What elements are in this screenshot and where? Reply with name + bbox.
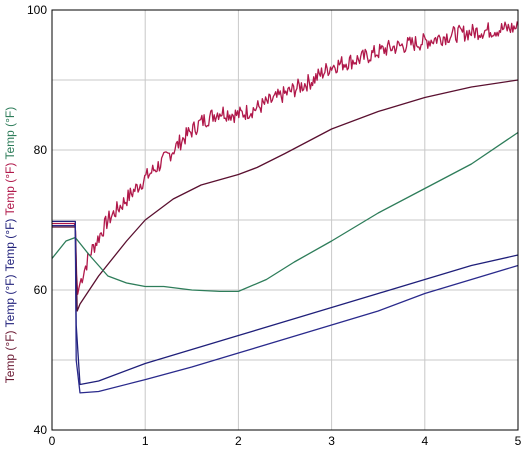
- y-axis-label: Temp (°F) Temp (°F) Temp (°F) Temp (°F) …: [3, 107, 17, 384]
- x-tick-label: 0: [49, 434, 56, 448]
- x-tick-label: 1: [142, 434, 149, 448]
- y-tick-label: 80: [34, 143, 48, 157]
- series-lines: [52, 21, 518, 393]
- x-tick-label: 4: [421, 434, 428, 448]
- x-tick-label: 2: [235, 434, 242, 448]
- grid: [52, 10, 518, 430]
- y-tick-label: 40: [34, 423, 48, 437]
- series-line-3: [52, 133, 518, 292]
- y-tick-label: 60: [34, 283, 48, 297]
- y-axis-label-part: Temp (°F): [3, 219, 17, 275]
- tick-labels: 0 1 2 3 4 5 40 60 80 100: [27, 3, 522, 448]
- series-line-5: [52, 226, 518, 393]
- x-tick-label: 3: [328, 434, 335, 448]
- series-line-2: [52, 80, 518, 311]
- y-axis-label-part: Temp (°F): [3, 163, 17, 219]
- y-axis-label-part: Temp (°F): [3, 330, 17, 383]
- y-tick-label: 100: [27, 3, 47, 17]
- series-line-1: [52, 21, 517, 294]
- x-tick-label: 5: [515, 434, 522, 448]
- y-axis-label-part: Temp (°F): [3, 107, 17, 163]
- y-axis-label-part: Temp (°F): [3, 275, 17, 331]
